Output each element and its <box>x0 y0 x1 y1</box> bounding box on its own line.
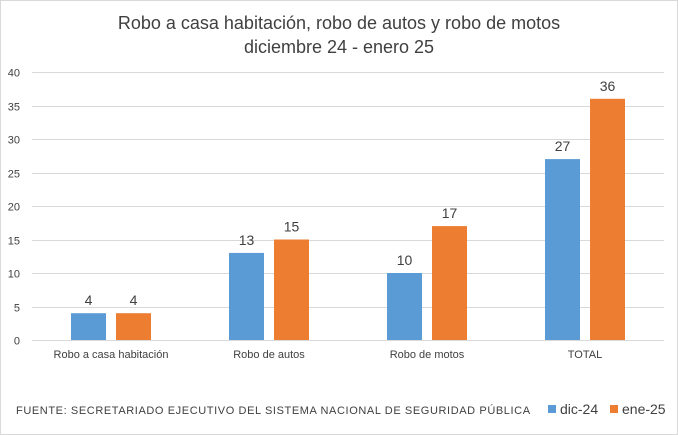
bar-ene-25 <box>590 98 625 340</box>
y-tick-label: 5 <box>14 303 20 315</box>
y-tick-label: 30 <box>8 135 20 147</box>
y-tick-label: 0 <box>14 336 20 348</box>
chart-title-line-1: Robo a casa habitación, robo de autos y … <box>118 13 560 33</box>
data-label: 27 <box>555 138 571 154</box>
legend-swatch-ene-25 <box>610 405 618 413</box>
data-label: 36 <box>600 78 616 94</box>
y-tick-label: 35 <box>8 102 20 114</box>
bar-ene-25 <box>274 239 309 340</box>
legend-label-dic-24: dic-24 <box>560 401 598 417</box>
y-tick-label: 40 <box>8 68 20 80</box>
data-label: 13 <box>239 232 255 248</box>
legend-swatch-dic-24 <box>548 405 556 413</box>
legend: dic-24 ene-25 <box>548 401 666 417</box>
y-tick-label: 20 <box>8 202 20 214</box>
bar-dic-24 <box>71 313 106 340</box>
bar-dic-24 <box>545 159 580 340</box>
data-label: 4 <box>130 292 138 308</box>
data-label: 15 <box>284 219 300 235</box>
category-label: Robo de autos <box>233 349 305 361</box>
category-label: TOTAL <box>568 349 602 361</box>
chart-title-line-2: diciembre 24 - enero 25 <box>244 37 434 57</box>
y-axis-ticks: 0 5 10 15 20 25 30 35 40 <box>8 68 20 348</box>
source-note: FUENTE: SECRETARIADO EJECUTIVO DEL SISTE… <box>16 404 531 417</box>
category-label: Robo de motos <box>390 349 465 361</box>
bars <box>71 98 625 340</box>
category-label: Robo a casa habitación <box>54 349 169 361</box>
y-tick-label: 25 <box>8 169 20 181</box>
data-label: 17 <box>442 205 458 221</box>
bar-dic-24 <box>387 273 422 340</box>
y-tick-label: 10 <box>8 269 20 281</box>
data-label: 10 <box>397 252 413 268</box>
bar-ene-25 <box>116 313 151 340</box>
data-labels: 4 4 13 15 10 17 27 36 <box>85 78 616 308</box>
y-tick-label: 15 <box>8 236 20 248</box>
data-label: 4 <box>85 292 93 308</box>
x-axis-categories: Robo a casa habitación Robo de autos Robo … <box>54 349 603 361</box>
bar-ene-25 <box>432 226 467 340</box>
bar-dic-24 <box>229 252 264 340</box>
legend-label-ene-25: ene-25 <box>622 401 666 417</box>
